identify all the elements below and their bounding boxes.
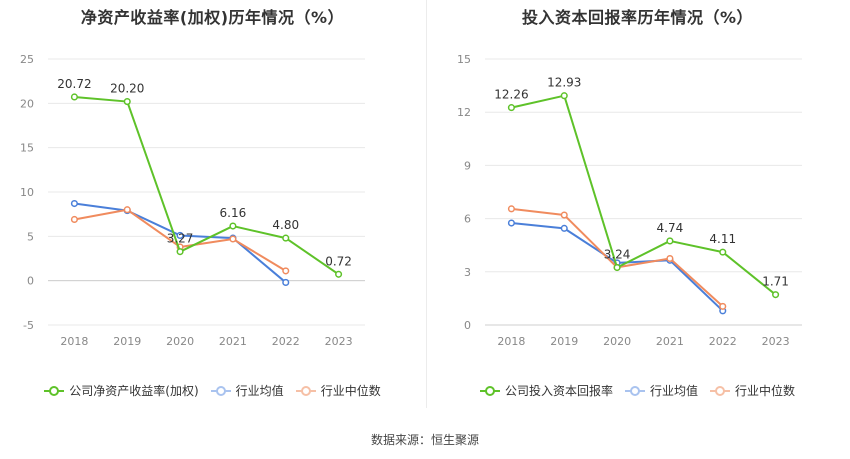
legend-item-company[interactable]: 公司净资产收益率(加权) [44, 382, 199, 399]
data-label: 6.16 [220, 206, 247, 220]
y-tick-label: 25 [20, 53, 34, 66]
x-tick-label: 2020 [166, 335, 194, 348]
legend-item-industry-avg[interactable]: 行业均值 [210, 382, 284, 399]
x-tick-label: 2019 [113, 335, 141, 348]
legend-item-industry-avg[interactable]: 行业均值 [624, 382, 698, 399]
data-label: 3.24 [604, 248, 631, 262]
data-point [560, 92, 568, 100]
data-point [70, 93, 78, 101]
roic-chart-svg: 0 3 6 9 12 15 2018 2019 2020 2021 2022 2023 12.26 12.… [457, 53, 802, 348]
y-tick-label: 10 [20, 186, 34, 199]
data-point [719, 302, 727, 310]
legend-item-company[interactable]: 公司投入资本回报率 [479, 382, 613, 399]
data-point [123, 98, 131, 106]
legend-label: 公司净资产收益率(加权) [69, 384, 199, 398]
legend-line-marker-icon [210, 385, 231, 396]
x-tick-label: 2021 [656, 335, 684, 348]
data-label: 0.72 [325, 254, 352, 268]
data-label: 4.11 [709, 232, 736, 246]
x-tick-label: 2020 [603, 335, 631, 348]
x-tick-label: 2022 [709, 335, 737, 348]
y-tick-label: 0 [464, 319, 471, 332]
roic-chart-panel: 投入资本回报率历年情况（%） 0 3 6 9 12 15 2018 2019 2020 2021 2… [425, 0, 850, 410]
y-tick-label: 15 [457, 53, 471, 66]
legend-label: 行业均值 [235, 384, 284, 398]
legend-line-marker-icon [44, 385, 65, 396]
legend-line-marker-icon [710, 385, 730, 396]
x-tick-label: 2022 [272, 335, 300, 348]
data-point [507, 219, 515, 227]
y-tick-label: 5 [27, 230, 34, 243]
series-line [74, 95, 340, 276]
x-tick-label: 2023 [762, 335, 790, 348]
data-point [282, 267, 290, 275]
data-point [666, 254, 674, 263]
data-label: 12.93 [547, 76, 581, 90]
y-tick-label: 9 [464, 159, 471, 172]
data-point [229, 235, 237, 243]
data-point [70, 199, 78, 208]
y-tick-label: 15 [20, 142, 34, 155]
y-tick-label: 3 [464, 266, 471, 279]
y-tick-label: 6 [464, 213, 471, 226]
data-point [176, 248, 184, 256]
data-source: 数据来源：恒生聚源 [370, 433, 479, 447]
data-point [772, 291, 780, 299]
data-point [282, 278, 290, 286]
x-tick-label: 2023 [325, 335, 353, 348]
roe-chart-svg: -5 0 5 10 15 20 25 2018 2019 2020 2021 2022 2023 20.7… [20, 53, 365, 348]
data-label: 4.80 [272, 218, 299, 232]
data-label: 12.26 [494, 88, 528, 102]
x-tick-label: 2018 [497, 335, 525, 348]
legend-label: 行业均值 [649, 384, 698, 398]
data-point [613, 263, 621, 272]
x-tick-label: 2021 [219, 335, 247, 348]
data-point [123, 206, 131, 214]
data-point [507, 205, 515, 213]
x-tick-label: 2018 [60, 335, 88, 348]
data-label: 20.72 [57, 77, 91, 91]
legend-label: 行业中位数 [735, 384, 796, 398]
chart-title: 投入资本回报率历年情况（%） [521, 8, 754, 27]
panel-divider [426, 0, 427, 408]
data-point [560, 211, 568, 219]
data-point [176, 231, 184, 239]
y-tick-label: 12 [457, 106, 471, 119]
data-label: 20.20 [110, 82, 144, 96]
chart-title: 净资产收益率(加权)历年情况（%） [80, 8, 345, 27]
x-tick-label: 2019 [550, 335, 578, 348]
data-point [560, 224, 568, 232]
data-point [507, 104, 515, 112]
data-label: 4.74 [657, 221, 684, 235]
y-tick-label: -5 [23, 319, 34, 332]
legend-line-marker-icon [624, 385, 645, 396]
roe-chart-panel: 净资产收益率(加权)历年情况（%） -5 0 5 10 15 20 25 2018 2019 20… [0, 0, 425, 410]
data-point [229, 222, 237, 230]
y-tick-label: 0 [27, 275, 34, 288]
legend-label: 公司投入资本回报率 [504, 384, 613, 398]
data-label: 1.71 [762, 275, 789, 289]
data-point [282, 234, 290, 242]
data-point [70, 215, 78, 224]
legend: 公司投入资本回报率 行业均值 行业中位数 [425, 382, 850, 399]
legend-item-industry-median[interactable]: 行业中位数 [295, 382, 381, 399]
legend-line-marker-icon [295, 385, 316, 396]
data-point [666, 237, 674, 245]
data-point [335, 270, 343, 278]
series-line [511, 94, 777, 296]
data-label: 3.27 [167, 232, 194, 246]
legend: 公司净资产收益率(加权) 行业均值 行业中位数 [0, 382, 425, 399]
legend-line-marker-icon [479, 385, 500, 396]
data-point [719, 248, 727, 256]
legend-item-industry-median[interactable]: 行业中位数 [710, 382, 795, 399]
y-tick-label: 20 [20, 97, 34, 110]
legend-label: 行业中位数 [320, 384, 381, 398]
